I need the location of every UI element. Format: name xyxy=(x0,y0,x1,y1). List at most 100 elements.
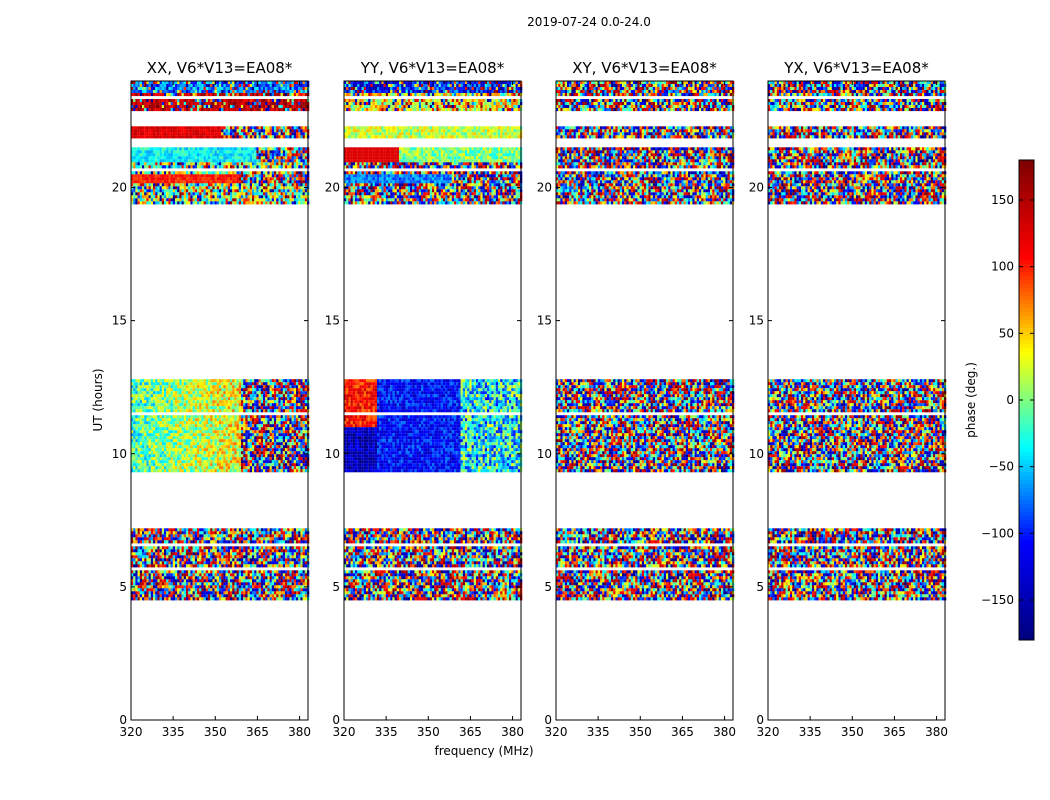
heatmap-cell xyxy=(214,442,217,446)
heatmap-cell xyxy=(137,418,140,422)
heatmap-cell xyxy=(223,162,226,166)
heatmap-cell xyxy=(175,451,178,455)
heatmap-cell xyxy=(135,445,138,449)
heatmap-cell xyxy=(271,534,275,538)
heatmap-cell xyxy=(285,579,288,583)
heatmap-cell xyxy=(263,558,266,562)
heatmap-cell xyxy=(243,391,246,395)
heatmap-cell xyxy=(225,466,228,470)
heatmap-cell xyxy=(256,454,259,458)
heatmap-cell xyxy=(188,454,191,458)
heatmap-cell xyxy=(133,463,136,467)
heatmap-cell xyxy=(230,439,233,443)
heatmap-cell xyxy=(302,433,305,437)
heatmap-cell xyxy=(265,379,268,383)
heatmap-cell xyxy=(153,427,156,431)
heatmap-cell xyxy=(133,427,136,431)
heatmap-cell xyxy=(219,576,222,580)
heatmap-cell xyxy=(212,132,215,136)
heatmap-cell xyxy=(177,135,180,139)
heatmap-cell xyxy=(304,561,308,565)
heatmap-cell xyxy=(175,573,178,577)
heatmap-cell xyxy=(280,135,283,139)
heatmap-cell xyxy=(170,564,173,568)
heatmap-cell xyxy=(304,469,308,473)
heatmap-cell xyxy=(175,129,178,133)
heatmap-cell xyxy=(155,460,158,464)
heatmap-cell xyxy=(252,588,255,592)
heatmap-cell xyxy=(197,528,200,532)
heatmap-cell xyxy=(269,591,272,595)
heatmap-cell xyxy=(159,400,162,404)
heatmap-cell xyxy=(131,424,134,428)
heatmap-cell xyxy=(214,433,217,437)
heatmap-cell xyxy=(249,135,253,139)
heatmap-cell xyxy=(302,382,305,386)
heatmap-cell xyxy=(241,409,244,413)
heatmap-cell xyxy=(221,430,224,434)
heatmap-cell xyxy=(179,558,182,562)
heatmap-cell xyxy=(254,466,257,470)
heatmap-cell xyxy=(201,382,204,386)
heatmap-cell xyxy=(214,546,217,550)
heatmap-cell xyxy=(267,451,270,455)
heatmap-cell xyxy=(175,397,178,401)
heatmap-cell xyxy=(296,463,299,467)
heatmap-cell xyxy=(232,534,235,538)
heatmap-cell xyxy=(146,147,149,151)
heatmap-cell xyxy=(216,388,220,392)
heatmap-cell xyxy=(276,433,279,437)
heatmap-cell xyxy=(291,415,294,419)
heatmap-cell xyxy=(208,573,211,577)
heatmap-cell xyxy=(302,394,305,398)
heatmap-cell xyxy=(168,147,171,151)
heatmap-cell xyxy=(263,549,266,553)
heatmap-cell xyxy=(234,534,237,538)
heatmap-cell xyxy=(232,430,235,434)
heatmap-cell xyxy=(276,153,279,157)
heatmap-cell xyxy=(146,591,149,595)
heatmap-cell xyxy=(210,576,213,580)
heatmap-cell xyxy=(170,579,173,583)
heatmap-cell xyxy=(203,573,206,577)
heatmap-cell xyxy=(199,546,202,550)
heatmap-cell xyxy=(274,391,277,395)
heatmap-cell xyxy=(296,564,299,568)
heatmap-cell xyxy=(208,463,211,467)
heatmap-cell xyxy=(161,466,165,470)
heatmap-cell xyxy=(265,153,268,157)
heatmap-cell xyxy=(161,391,165,395)
heatmap-cell xyxy=(181,403,184,407)
heatmap-cell xyxy=(252,382,255,386)
heatmap-cell xyxy=(197,448,200,452)
heatmap-cell xyxy=(188,582,191,586)
heatmap-cell xyxy=(293,558,297,562)
heatmap-cell xyxy=(183,129,187,133)
heatmap-cell xyxy=(148,445,151,449)
heatmap-cell xyxy=(210,546,213,550)
heatmap-cell xyxy=(247,573,250,577)
heatmap-cell xyxy=(278,379,281,383)
heatmap-cell xyxy=(243,439,246,443)
heatmap-cell xyxy=(219,129,222,133)
heatmap-cell xyxy=(183,534,187,538)
heatmap-cell xyxy=(181,418,184,422)
heatmap-cell xyxy=(245,397,248,401)
heatmap-cell xyxy=(133,415,136,419)
heatmap-cell xyxy=(179,549,182,553)
heatmap-cell xyxy=(223,129,226,133)
heatmap-cell xyxy=(172,427,176,431)
heatmap-cell xyxy=(159,418,162,422)
heatmap-cell xyxy=(223,403,226,407)
heatmap-cell xyxy=(285,546,288,550)
heatmap-cell xyxy=(175,132,178,136)
heatmap-cell xyxy=(192,153,195,157)
heatmap-cell xyxy=(153,531,156,535)
heatmap-cell xyxy=(245,427,248,431)
heatmap-cell xyxy=(131,454,134,458)
heatmap-cell xyxy=(234,132,237,136)
heatmap-cell xyxy=(199,400,202,404)
heatmap-cell xyxy=(186,591,189,595)
heatmap-cell xyxy=(300,397,303,401)
